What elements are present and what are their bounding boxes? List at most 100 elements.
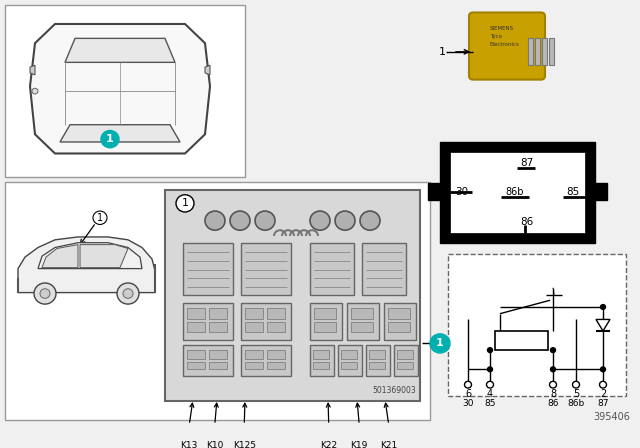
Bar <box>341 350 357 359</box>
Bar <box>5 5 245 177</box>
Bar <box>209 350 227 359</box>
Text: 1: 1 <box>97 213 103 223</box>
Bar <box>369 350 385 359</box>
Bar <box>183 303 233 340</box>
Circle shape <box>488 367 493 372</box>
Bar <box>187 362 205 369</box>
Bar <box>397 350 413 359</box>
Circle shape <box>430 334 450 353</box>
Circle shape <box>93 211 107 224</box>
Circle shape <box>486 381 493 388</box>
Text: 30: 30 <box>456 187 468 197</box>
Circle shape <box>310 211 330 230</box>
Text: 1: 1 <box>438 47 445 57</box>
Bar <box>366 345 390 376</box>
Bar <box>209 308 227 319</box>
FancyBboxPatch shape <box>469 13 545 80</box>
Circle shape <box>34 283 56 304</box>
Bar <box>388 322 410 332</box>
Text: 86b: 86b <box>568 399 584 409</box>
Text: 86b: 86b <box>506 187 524 197</box>
Bar <box>310 345 334 376</box>
Circle shape <box>335 211 355 230</box>
Bar <box>542 39 547 65</box>
Circle shape <box>117 283 139 304</box>
Circle shape <box>360 211 380 230</box>
Bar <box>347 303 379 340</box>
Text: 2: 2 <box>600 389 606 399</box>
Bar <box>241 345 291 376</box>
Text: 86: 86 <box>520 216 534 227</box>
Text: 5: 5 <box>573 389 579 399</box>
Circle shape <box>488 348 493 353</box>
Bar <box>388 308 410 319</box>
Bar <box>245 308 263 319</box>
Text: 85: 85 <box>484 399 496 409</box>
Bar <box>495 331 548 350</box>
Polygon shape <box>80 245 128 267</box>
Bar <box>362 243 406 296</box>
Bar <box>241 243 291 296</box>
Polygon shape <box>38 243 142 269</box>
Bar <box>245 350 263 359</box>
Bar <box>440 142 595 243</box>
Circle shape <box>465 381 472 388</box>
Bar <box>245 362 263 369</box>
Text: K19: K19 <box>351 441 368 448</box>
Bar <box>310 303 342 340</box>
Text: 395406: 395406 <box>593 412 630 422</box>
Text: 87: 87 <box>520 158 534 168</box>
Bar <box>338 345 362 376</box>
Circle shape <box>101 130 119 148</box>
Bar <box>341 362 357 369</box>
Text: 8: 8 <box>550 389 556 399</box>
Bar <box>314 308 336 319</box>
Bar <box>351 308 373 319</box>
Text: 4: 4 <box>487 389 493 399</box>
Text: 87: 87 <box>597 399 609 409</box>
Circle shape <box>550 367 556 372</box>
Text: 86: 86 <box>547 399 559 409</box>
Bar <box>209 362 227 369</box>
Bar <box>267 350 285 359</box>
Polygon shape <box>30 65 35 75</box>
Bar <box>183 243 233 296</box>
Bar <box>394 345 418 376</box>
Circle shape <box>176 195 194 212</box>
Bar <box>313 350 329 359</box>
Text: K125: K125 <box>233 441 256 448</box>
Bar <box>241 303 291 340</box>
Bar <box>209 322 227 332</box>
Bar <box>187 308 205 319</box>
Bar <box>187 322 205 332</box>
Circle shape <box>205 211 225 230</box>
Bar <box>165 190 420 401</box>
Polygon shape <box>205 65 210 75</box>
Polygon shape <box>30 24 210 154</box>
Text: 1: 1 <box>182 198 189 208</box>
Circle shape <box>255 211 275 230</box>
Bar <box>528 39 533 65</box>
Bar <box>351 322 373 332</box>
Polygon shape <box>18 237 155 293</box>
Bar <box>314 322 336 332</box>
Polygon shape <box>596 319 610 331</box>
Bar <box>369 362 385 369</box>
FancyArrow shape <box>595 183 607 201</box>
Text: 85: 85 <box>566 187 580 197</box>
Text: K21: K21 <box>380 441 397 448</box>
Circle shape <box>600 367 605 372</box>
Circle shape <box>230 211 250 230</box>
Bar <box>267 322 285 332</box>
Circle shape <box>550 381 557 388</box>
Bar <box>535 39 540 65</box>
Circle shape <box>32 88 38 94</box>
Bar <box>183 345 233 376</box>
Bar <box>313 362 329 369</box>
Bar <box>267 362 285 369</box>
Text: 501369003: 501369003 <box>372 386 416 395</box>
Text: K10: K10 <box>206 441 223 448</box>
Circle shape <box>123 289 133 298</box>
Circle shape <box>600 305 605 310</box>
Bar <box>5 182 430 420</box>
